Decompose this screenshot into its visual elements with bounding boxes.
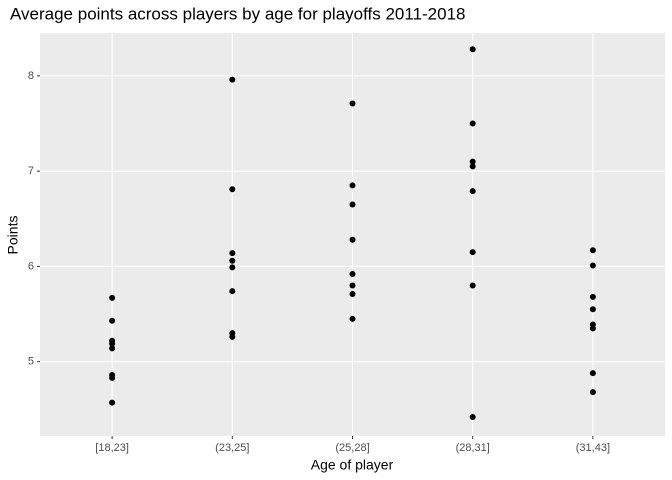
x-tick-label: (23,25] <box>215 442 249 454</box>
x-tick-label: (31,43] <box>576 442 610 454</box>
point <box>109 399 116 406</box>
point <box>349 282 356 289</box>
point <box>589 389 596 396</box>
point <box>229 257 236 264</box>
point <box>589 306 596 313</box>
point <box>469 158 476 165</box>
point <box>229 288 236 295</box>
point <box>109 317 116 324</box>
point <box>349 291 356 298</box>
x-tick-label: (25,28] <box>335 442 369 454</box>
point <box>229 333 236 340</box>
point <box>349 182 356 189</box>
point <box>229 264 236 271</box>
point <box>349 315 356 322</box>
y-tick-label: 5 <box>28 356 34 368</box>
point <box>469 46 476 53</box>
point <box>109 340 116 347</box>
point <box>469 163 476 170</box>
point <box>349 271 356 278</box>
point <box>469 413 476 420</box>
point <box>469 188 476 195</box>
point <box>589 325 596 332</box>
point <box>349 100 356 107</box>
point <box>589 247 596 254</box>
point <box>469 120 476 127</box>
point <box>589 262 596 269</box>
y-tick-label: 7 <box>28 165 34 177</box>
point <box>229 250 236 257</box>
y-tick-label: 6 <box>28 260 34 272</box>
point <box>589 293 596 300</box>
point <box>349 201 356 208</box>
y-tick-label: 8 <box>28 70 34 82</box>
x-tick-label: (28,31] <box>456 442 490 454</box>
point <box>469 282 476 289</box>
point <box>229 76 236 83</box>
point <box>349 236 356 243</box>
x-axis-title: Age of player <box>311 457 394 473</box>
point <box>589 370 596 377</box>
x-tick-label: [18,23] <box>95 442 129 454</box>
point <box>229 186 236 193</box>
point <box>109 345 116 352</box>
chart-title: Average points across players by age for… <box>10 4 466 23</box>
point <box>109 374 116 381</box>
y-axis-title: Points <box>5 216 21 255</box>
point <box>109 294 116 301</box>
point <box>469 249 476 256</box>
